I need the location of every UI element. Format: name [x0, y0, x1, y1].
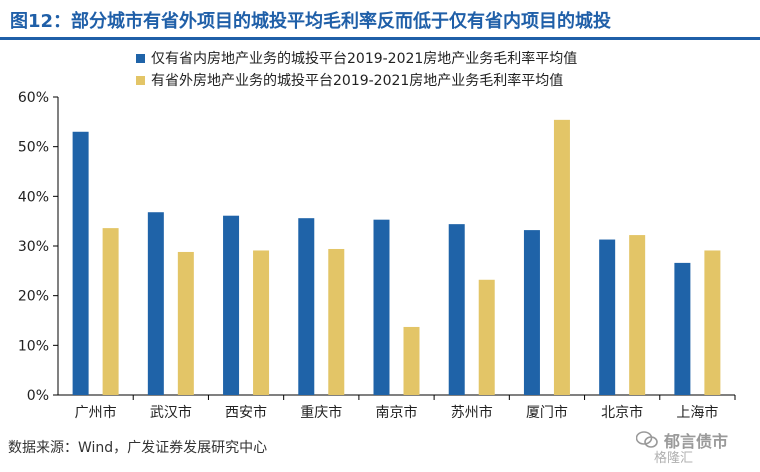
- watermark-sub: 格隆汇: [654, 451, 694, 466]
- bar-series-1: [298, 218, 315, 395]
- legend-label-series-2: 有省外房地产业务的城投平台2019-2021房地产业务毛利率平均值: [151, 73, 564, 89]
- y-tick-label: 60%: [18, 90, 49, 106]
- bar-series-1: [674, 262, 691, 395]
- y-tick-label: 50%: [18, 140, 49, 156]
- chart-legend: 仅有省内房地产业务的城投平台2019-2021房地产业务毛利率平均值 有省外房地…: [136, 47, 577, 91]
- bar-series-1: [448, 224, 465, 395]
- y-tick-label: 40%: [18, 189, 49, 205]
- bar-series-2: [253, 250, 270, 395]
- bar-series-2: [553, 119, 570, 395]
- x-tick-label: 苏州市: [451, 404, 493, 421]
- watermark-text: 郁言债市: [664, 432, 729, 451]
- y-tick-label: 0%: [27, 388, 49, 404]
- bar-series-1: [72, 131, 89, 395]
- bar-chart: 0% 10% 20% 30% 40% 50% 60% 广州市 武汉市 西安市 重庆市 南京市 苏州市 厦门…: [18, 90, 736, 421]
- x-tick-label: 厦门市: [526, 404, 568, 421]
- y-tick-label: 10%: [18, 338, 49, 354]
- x-tick-label: 武汉市: [150, 404, 192, 421]
- y-tick-label: 30%: [18, 239, 49, 255]
- bar-series-1: [373, 219, 390, 395]
- bar-series-2: [102, 228, 119, 395]
- legend-item-series-1: 仅有省内房地产业务的城投平台2019-2021房地产业务毛利率平均值: [136, 47, 577, 69]
- bar-series-2: [403, 326, 420, 395]
- source-note: 数据来源：Wind，广发证券发展研究中心: [8, 440, 268, 456]
- bar-series-2: [328, 248, 345, 395]
- legend-swatch-series-2: [136, 75, 145, 85]
- bar-series-2: [177, 251, 194, 395]
- legend-swatch-series-1: [136, 53, 145, 63]
- x-tick-label: 南京市: [376, 404, 418, 421]
- x-tick-label: 重庆市: [300, 404, 342, 421]
- bar-series-2: [629, 235, 646, 395]
- wechat-icon: [636, 431, 658, 448]
- watermark: 郁言债市: [636, 428, 728, 452]
- legend-item-series-2: 有省外房地产业务的城投平台2019-2021房地产业务毛利率平均值: [136, 69, 577, 91]
- bar-series-2: [704, 250, 721, 395]
- bar-series-1: [599, 239, 616, 395]
- bar-series-1: [223, 215, 240, 395]
- bar-series-2: [478, 279, 495, 395]
- title-bar: 图12：部分城市有省外项目的城投平均毛利率反而低于仅有省内项目的城投: [0, 0, 760, 40]
- legend-label-series-1: 仅有省内房地产业务的城投平台2019-2021房地产业务毛利率平均值: [151, 51, 578, 67]
- x-tick-label: 上海市: [676, 404, 718, 421]
- bar-series-1: [147, 212, 164, 395]
- page-title: 图12：部分城市有省外项目的城投平均毛利率反而低于仅有省内项目的城投: [10, 11, 612, 32]
- x-tick-label: 广州市: [75, 404, 117, 421]
- y-tick-label: 20%: [18, 289, 49, 305]
- bar-series-1: [523, 230, 540, 395]
- x-tick-label: 西安市: [225, 404, 267, 421]
- x-tick-label: 北京市: [601, 404, 643, 421]
